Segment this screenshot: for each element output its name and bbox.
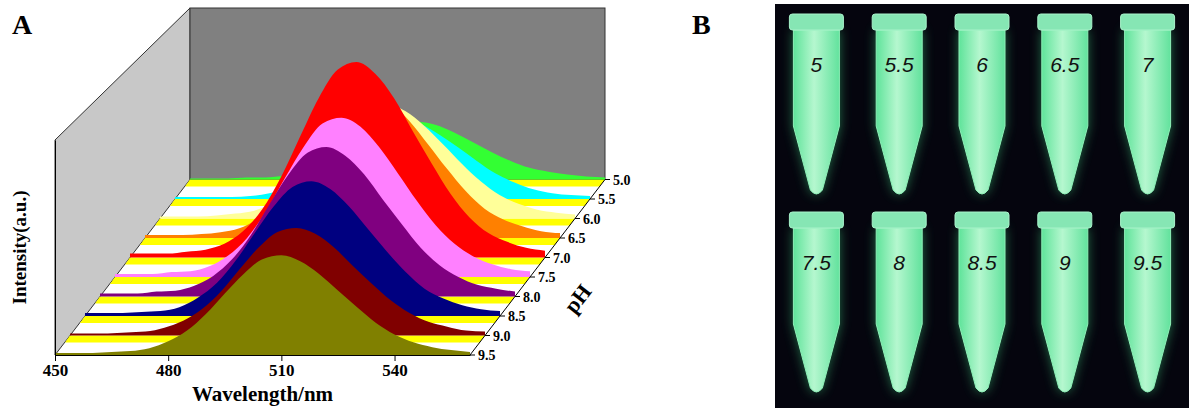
x-axis-title: Wavelength/nm bbox=[192, 382, 334, 406]
x-tick: 540 bbox=[382, 355, 408, 380]
z-tick-label: 5.5 bbox=[598, 192, 616, 207]
x-tick: 510 bbox=[269, 355, 295, 380]
tube: 7 bbox=[1121, 14, 1175, 194]
tube-label: 7.5 bbox=[802, 251, 832, 274]
z-axis-line bbox=[470, 180, 605, 356]
plot-area bbox=[50, 62, 605, 362]
y-axis-title: Intensity(a.u.) bbox=[9, 190, 31, 304]
tube-glow bbox=[1042, 228, 1088, 392]
tube-cap bbox=[955, 212, 1009, 228]
z-tick-label: 5.0 bbox=[613, 173, 631, 188]
tube-glow bbox=[1125, 228, 1171, 392]
panel-a: 450 480 510 540 5.0 5.5 6.0 6.5 7.0 7.5 8.0 8.5 9.0 9… bbox=[9, 8, 631, 406]
tube-glow bbox=[959, 228, 1005, 392]
panel-label: A bbox=[12, 9, 33, 40]
tube-glow bbox=[1042, 30, 1088, 194]
tube-glow bbox=[876, 228, 922, 392]
tube-body bbox=[793, 228, 839, 392]
z-tick-label: 6.0 bbox=[583, 212, 601, 227]
tube-label: 9 bbox=[1059, 251, 1071, 274]
tube-glow bbox=[1125, 30, 1171, 194]
tube: 6.5 bbox=[1038, 14, 1092, 194]
z-tick-mark bbox=[560, 238, 565, 239]
tube: 8 bbox=[872, 212, 926, 392]
z-axis-title: pH bbox=[559, 279, 597, 318]
z-tick-label: 8.5 bbox=[508, 309, 526, 324]
tube-body bbox=[876, 228, 922, 392]
tube: 6 bbox=[955, 14, 1009, 194]
tube-body bbox=[876, 30, 922, 194]
z-tick-mark bbox=[545, 257, 550, 258]
tube-cap bbox=[872, 14, 926, 30]
tube-body bbox=[793, 30, 839, 194]
photo-background bbox=[775, 4, 1189, 408]
tube-glow bbox=[876, 30, 922, 194]
tube-glow bbox=[959, 30, 1005, 194]
tube-cap bbox=[789, 14, 843, 30]
tube-cap bbox=[1121, 212, 1175, 228]
tube-glow bbox=[793, 30, 839, 194]
tube-cap bbox=[1038, 14, 1092, 30]
z-tick-mark bbox=[590, 199, 595, 200]
panel-b: B 5 5.5 6 6.5 7 7.5 8 8.5 9 9.5 bbox=[692, 4, 1189, 408]
tube-cap bbox=[872, 212, 926, 228]
x-axis-line bbox=[56, 355, 471, 356]
z-tick-label: 7.0 bbox=[553, 251, 571, 266]
tube-label: 6.5 bbox=[1050, 53, 1080, 76]
z-tick-mark bbox=[470, 355, 475, 356]
tube-label: 8 bbox=[893, 251, 905, 274]
z-tick-mark bbox=[500, 316, 505, 317]
z-tick-mark bbox=[485, 335, 490, 336]
z-axis: 5.0 5.5 6.0 6.5 7.0 7.5 8.0 8.5 9.0 9.5 bbox=[470, 173, 631, 364]
tube-body bbox=[959, 30, 1005, 194]
x-tick: 480 bbox=[156, 355, 182, 380]
panel-label: B bbox=[692, 9, 711, 40]
x-tick: 450 bbox=[43, 355, 69, 380]
z-tick-label: 9.5 bbox=[478, 348, 496, 363]
tube-cap bbox=[955, 14, 1009, 30]
tube-label: 9.5 bbox=[1133, 251, 1163, 274]
tube-label: 8.5 bbox=[967, 251, 997, 274]
tube: 9 bbox=[1038, 212, 1092, 392]
x-tick-label: 510 bbox=[269, 361, 295, 380]
z-tick-mark bbox=[530, 277, 535, 278]
tube-body bbox=[1042, 30, 1088, 194]
tube: 8.5 bbox=[955, 212, 1009, 392]
x-axis: 450 480 510 540 bbox=[43, 355, 471, 380]
x-tick-label: 540 bbox=[382, 361, 408, 380]
x-tick-label: 480 bbox=[156, 361, 182, 380]
y-axis bbox=[55, 141, 56, 356]
x-tick-label: 450 bbox=[43, 361, 69, 380]
tube-body bbox=[1042, 228, 1088, 392]
z-tick-label: 6.5 bbox=[568, 231, 586, 246]
tube-body bbox=[1125, 228, 1171, 392]
tube: 7.5 bbox=[789, 212, 843, 392]
tube: 5.5 bbox=[872, 14, 926, 194]
z-tick-label: 8.0 bbox=[523, 290, 541, 305]
tube-glow bbox=[793, 228, 839, 392]
tube: 9.5 bbox=[1121, 212, 1175, 392]
tube: 5 bbox=[789, 14, 843, 194]
spectrum-area bbox=[55, 255, 470, 355]
y-axis-line bbox=[55, 141, 56, 356]
z-tick-label: 7.5 bbox=[538, 270, 556, 285]
tube-label: 5.5 bbox=[885, 53, 915, 76]
z-tick-mark bbox=[515, 296, 520, 297]
tube-cap bbox=[789, 212, 843, 228]
tube-cap bbox=[1038, 212, 1092, 228]
z-tick-mark bbox=[575, 218, 580, 219]
z-tick-label: 9.0 bbox=[493, 329, 511, 344]
tube-body bbox=[959, 228, 1005, 392]
tube-body bbox=[1125, 30, 1171, 194]
tube-label: 6 bbox=[976, 53, 988, 76]
z-tick-mark bbox=[605, 179, 610, 180]
tube-label: 7 bbox=[1142, 53, 1155, 76]
tube-cap bbox=[1121, 14, 1175, 30]
tube-label: 5 bbox=[811, 53, 823, 76]
